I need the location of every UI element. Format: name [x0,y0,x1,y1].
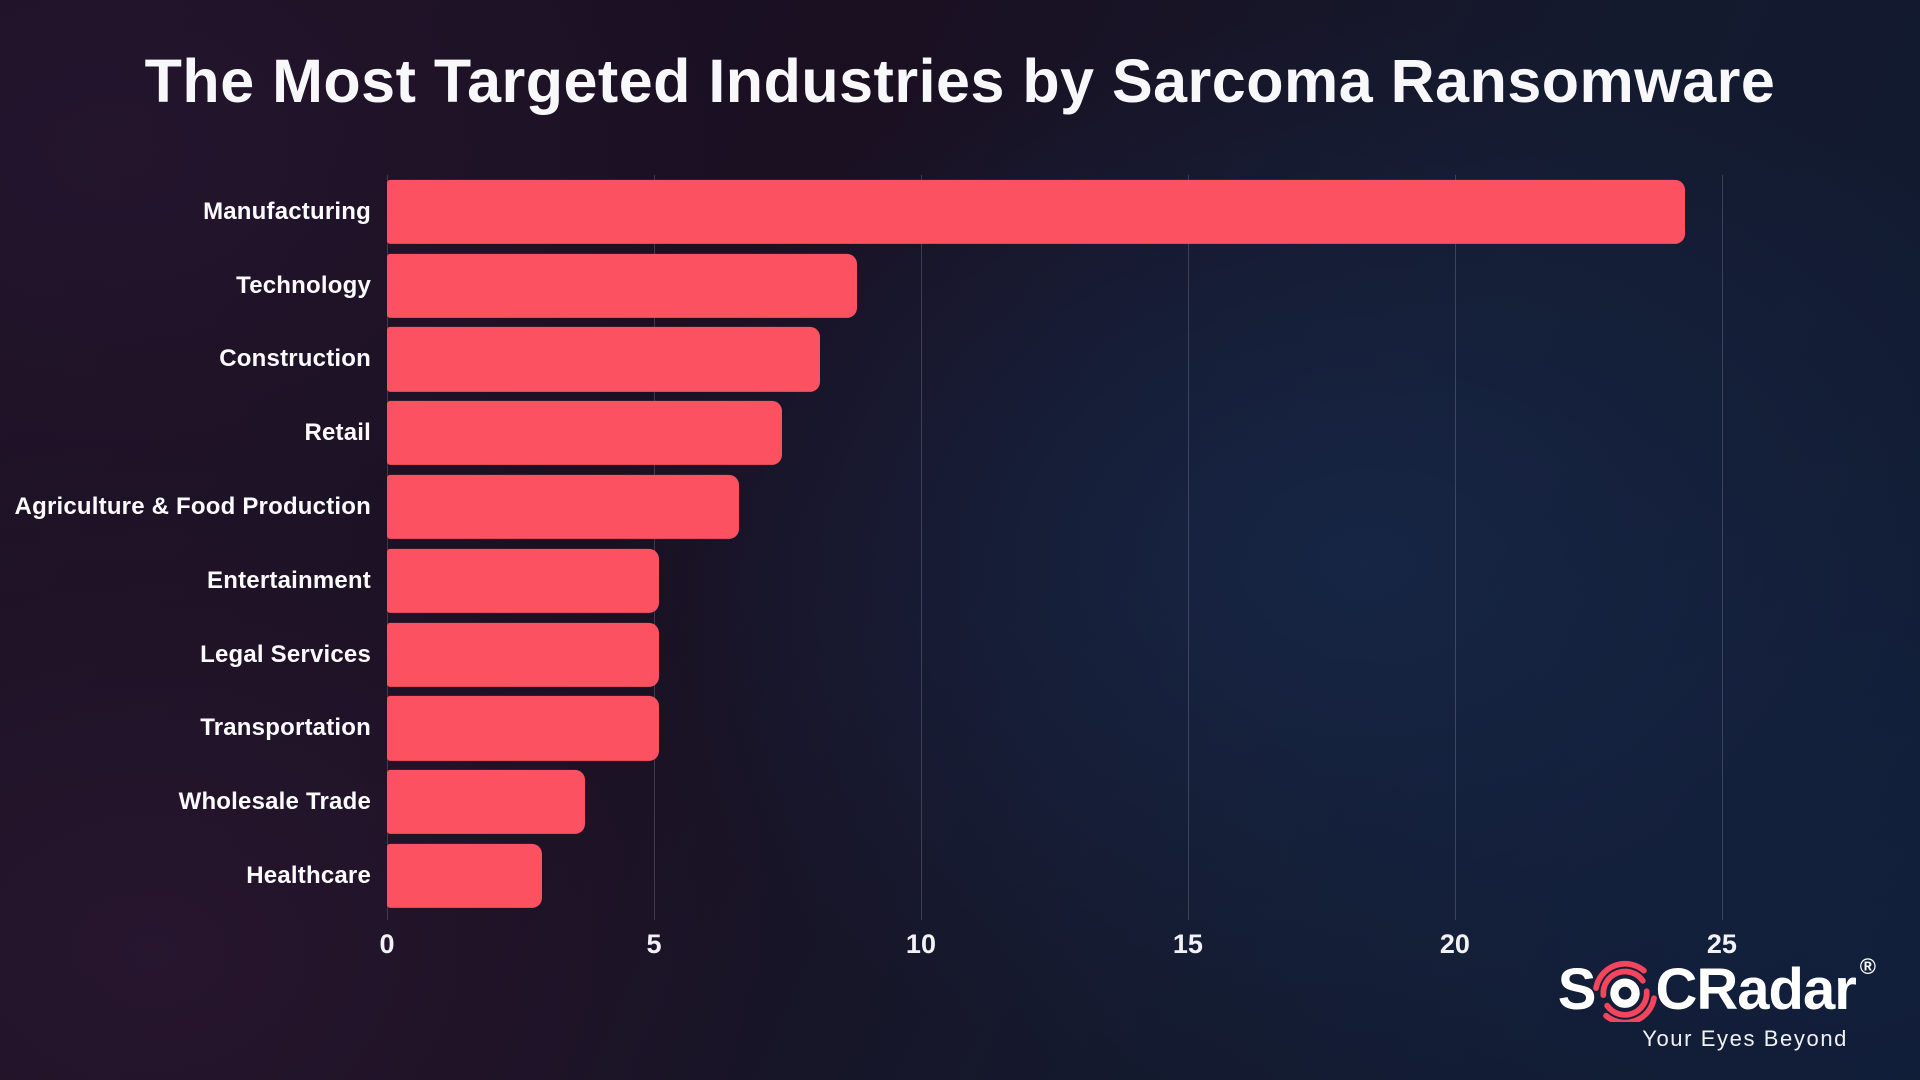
bar-row: Manufacturing [203,175,1802,249]
gridline [653,175,655,920]
bar-row: Transportation [200,692,1802,766]
category-label: Construction [219,345,371,373]
plot-area: Manufacturing Technology Construction Retai… [15,175,1802,959]
bar-rows: Manufacturing Technology Construction Retai… [15,175,1802,913]
logo-letters-cradar: CRadar [1655,957,1856,1022]
socradar-logo: S CRadar ® Your Eyes Beyond [1557,954,1876,1052]
gridline [387,175,388,920]
bar-row: Agriculture & Food Production [15,470,1802,544]
chart-title: The Most Targeted Industries by Sarcoma … [144,47,1776,115]
x-tick-label: 10 [905,929,936,959]
x-tick-label: 20 [1439,929,1470,959]
bar-row: Technology [236,249,1802,323]
bar [387,622,660,687]
bar-row: Entertainment [207,544,1802,618]
bar [387,843,542,909]
logo-letter-s: S [1557,957,1597,1022]
registered-mark-icon: ® [1859,954,1876,979]
x-tick-label: 0 [379,929,395,959]
category-label: Entertainment [207,566,371,594]
gridline [1454,175,1456,920]
bar-row: Wholesale Trade [179,765,1802,839]
gridline [920,175,922,920]
bar [387,696,660,761]
bar [387,253,857,318]
bar [387,770,585,835]
x-tick-label: 25 [1706,929,1737,959]
category-label: Wholesale Trade [178,788,371,816]
gridline [1187,175,1189,920]
bar-row: Retail [304,396,1802,470]
gridline [1721,175,1723,920]
category-label: Retail [304,419,371,447]
bar-row: Healthcare [246,839,1802,913]
x-tick-label: 15 [1172,929,1203,959]
category-label: Manufacturing [203,197,371,225]
bar [387,401,783,466]
category-label: Agriculture & Food Production [14,493,371,521]
bar-row: Construction [219,323,1802,397]
bar [387,548,660,613]
socradar-wordmark: S CRadar ® [1557,954,1876,1022]
x-tick-label: 5 [646,929,662,959]
logo-tagline: Your Eyes Beyond [1642,1026,1848,1051]
category-label: Healthcare [246,862,371,890]
bar [387,474,740,540]
bar-row: Legal Services [200,618,1802,692]
radar-o-icon [1593,960,1658,1022]
category-label: Transportation [200,714,371,742]
category-label: Technology [236,271,371,299]
category-label: Legal Services [200,640,371,668]
bar [387,327,820,392]
bar [387,179,1685,244]
